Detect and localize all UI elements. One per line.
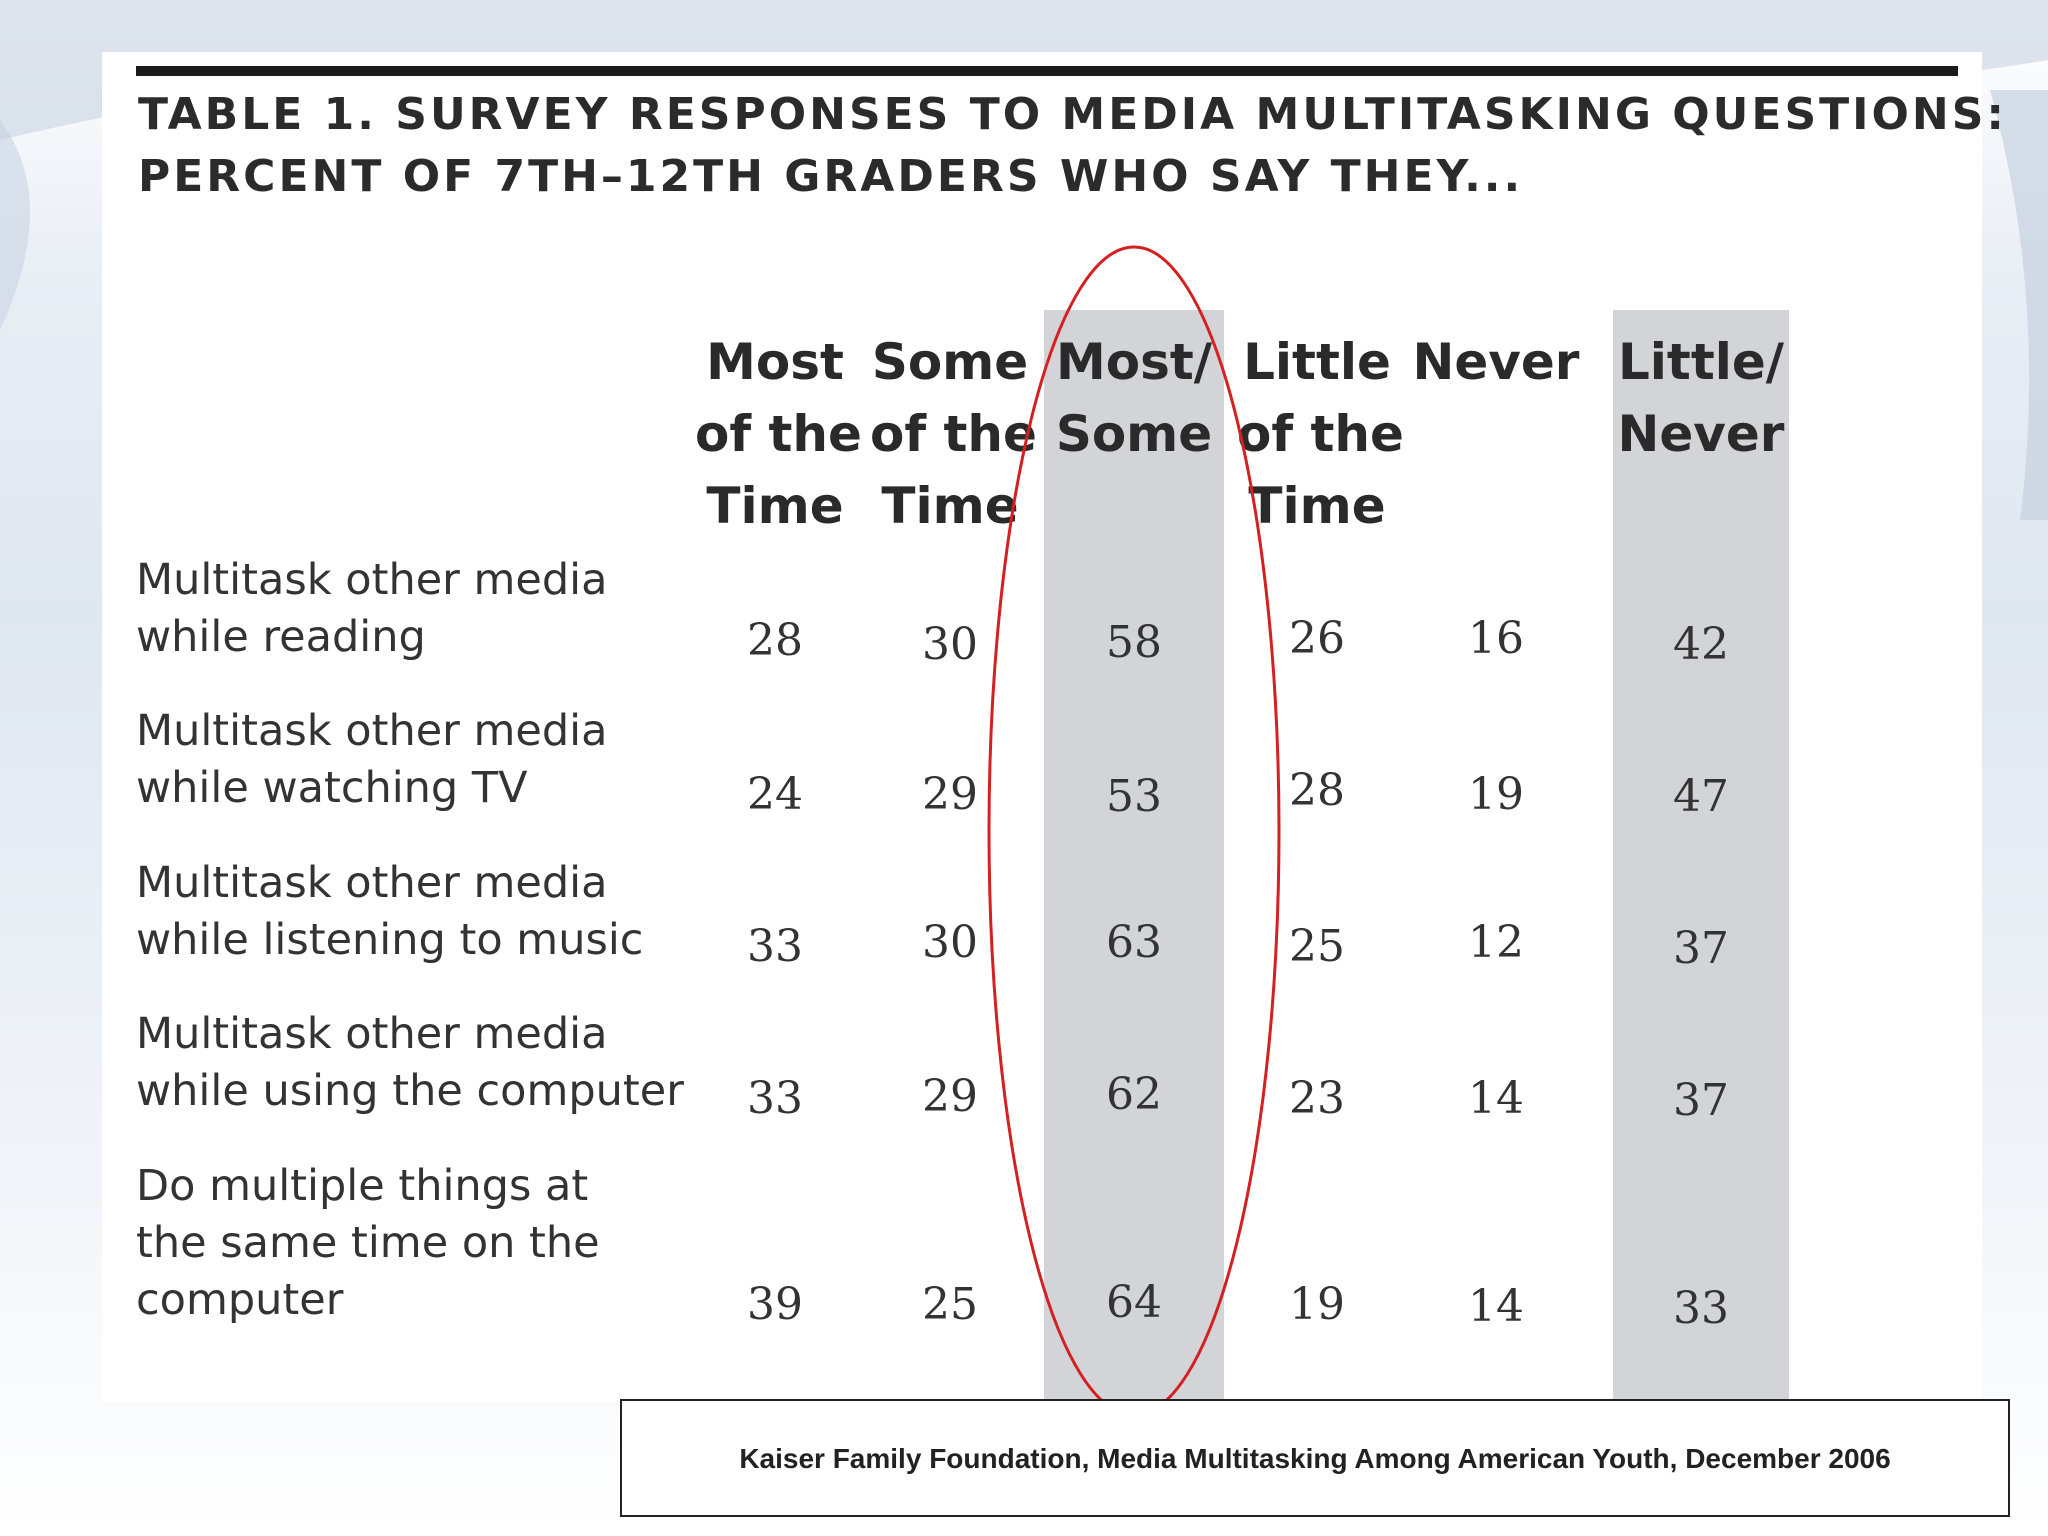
cell-multiple-little-never: 33: [1673, 1283, 1729, 1334]
cell-multiple-some: 25: [922, 1279, 978, 1330]
cell-multiple-never: 14: [1468, 1281, 1524, 1332]
cell-tv-most: 24: [747, 769, 803, 820]
col-head-most-some: Most/Some: [1055, 333, 1213, 463]
cell-music-most-some: 63: [1106, 917, 1162, 968]
cell-tv-some: 29: [922, 769, 978, 820]
source-citation: Kaiser Family Foundation, Media Multitas…: [739, 1443, 1891, 1474]
cell-computer-little-never: 37: [1673, 1075, 1729, 1126]
cell-reading-little-never: 42: [1673, 619, 1729, 670]
cell-music-never: 12: [1468, 917, 1524, 968]
cell-computer-little: 23: [1289, 1073, 1345, 1124]
col-head-most-of-the-time: Most of the Time: [695, 333, 862, 535]
cell-computer-most-some: 62: [1106, 1069, 1162, 1120]
cell-tv-most-some: 53: [1106, 771, 1162, 822]
title-rule: [136, 66, 1958, 76]
cell-music-most: 33: [747, 921, 803, 972]
cell-computer-some: 29: [922, 1071, 978, 1122]
cell-tv-little: 28: [1289, 765, 1345, 816]
cell-reading-some: 30: [922, 619, 978, 670]
table-title: TABLE 1. SURVEY RESPONSES TO MEDIA MULTI…: [138, 84, 2007, 208]
cell-tv-never: 19: [1468, 769, 1524, 820]
row-label-watching-tv: Multitask other media while watching TV: [136, 706, 608, 813]
cell-tv-little-never: 47: [1673, 771, 1729, 822]
col-head-little-never: Little/Never: [1617, 333, 1785, 463]
cell-reading-most-some: 58: [1106, 617, 1162, 668]
cell-multiple-most: 39: [747, 1279, 803, 1330]
cell-music-little-never: 37: [1673, 923, 1729, 974]
row-label-listening-music: Multitask other media while listening to …: [136, 858, 644, 965]
little-never-column-shade: [1613, 310, 1789, 1400]
row-label-reading: Multitask other media while reading: [136, 555, 608, 662]
cell-music-some: 30: [922, 917, 978, 968]
cell-computer-never: 14: [1468, 1073, 1524, 1124]
source-citation-box: Kaiser Family Foundation, Media Multitas…: [620, 1399, 2010, 1517]
title-line-1: TABLE 1. SURVEY RESPONSES TO MEDIA MULTI…: [138, 89, 2008, 140]
col-head-some-of-the-time: Some of the Time: [870, 333, 1037, 535]
most-some-column-shade: [1044, 310, 1224, 1400]
cell-computer-most: 33: [747, 1073, 803, 1124]
cell-reading-most: 28: [747, 615, 803, 666]
cell-reading-little: 26: [1289, 613, 1345, 664]
cell-multiple-little: 19: [1289, 1279, 1345, 1330]
row-label-using-computer: Multitask other media while using the com…: [136, 1009, 684, 1116]
cell-music-little: 25: [1289, 921, 1345, 972]
col-head-never: Never: [1412, 333, 1580, 391]
row-label-multiple-things: Do multiple things at the same time on th…: [136, 1161, 600, 1325]
cell-multiple-most-some: 64: [1106, 1277, 1162, 1328]
title-line-2: PERCENT OF 7TH–12TH GRADERS WHO SAY THEY…: [138, 151, 1524, 202]
cell-reading-never: 16: [1468, 613, 1524, 664]
col-head-little-of-the-time: Little of the Time: [1237, 333, 1404, 535]
